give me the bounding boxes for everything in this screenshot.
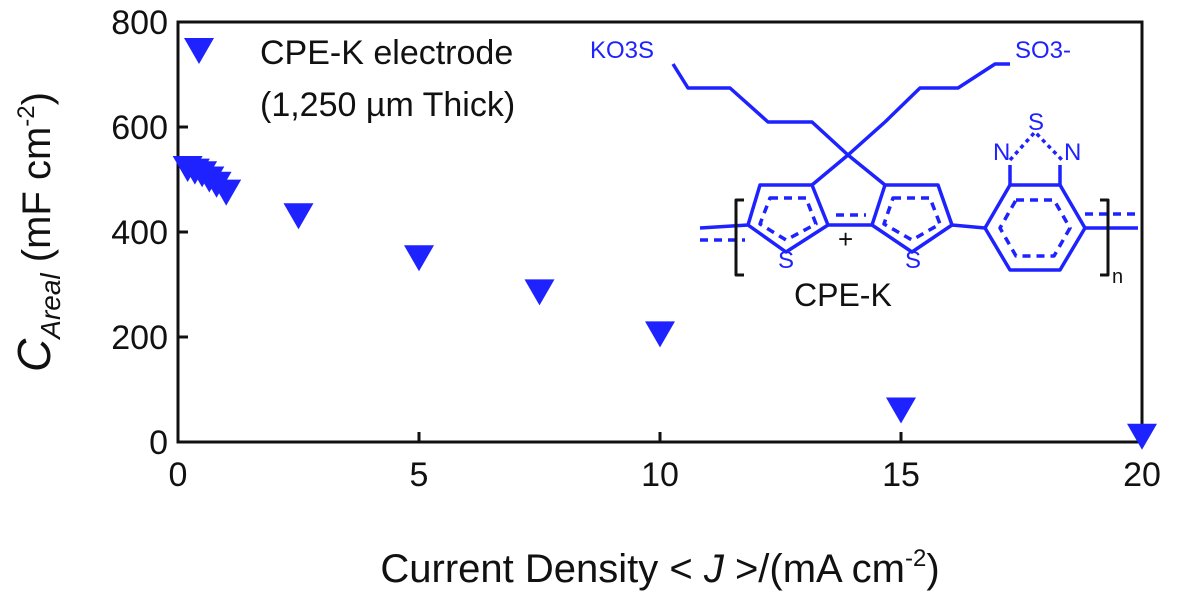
x-axis-label-var: J [703,547,725,591]
plus-label: + [838,224,853,254]
y-axis-label-main: C [8,338,60,372]
x-tick-label: 20 [1123,456,1161,494]
thiadiazole-links [1008,165,1062,185]
y-axis-label-close: ) [15,92,59,105]
so3-label: SO3- [1015,37,1071,64]
y-tick-label: 800 [111,4,168,42]
y-tick-label: 200 [111,319,168,357]
right-side-chain [846,62,1010,157]
benzo-inner [998,198,1072,258]
x-axis-label-sup: -2 [905,545,926,572]
plot-frame [176,20,1144,444]
x-tick-label: 5 [410,456,429,494]
x-tick-label: 0 [169,456,188,494]
legend: CPE-K electrode (1,250 µm Thick) [184,34,515,124]
y-axis-label-unit: (mF cm [15,127,59,274]
left-thiophene-ring [746,183,830,254]
y-tick-label: 400 [111,214,168,252]
cpe-k-caption: CPE-K [794,277,892,313]
x-axis-label-close: ) [926,547,939,591]
spiro-bonds [810,153,887,187]
y-tick-label: 600 [111,109,168,147]
link-thiophene-benzo [951,223,986,230]
data-point [211,179,242,206]
data-points [172,156,1157,450]
y-axis-label-sub: Areal [35,273,66,341]
n-right-label: N [1064,139,1081,166]
y-tick-label: 0 [149,424,168,462]
x-axis-label: Current Density < J >/(mA cm-2) [380,545,939,591]
s-left-label: S [778,247,794,274]
chemical-structure-inset [671,62,1138,277]
right-bracket [1100,198,1110,277]
s-top-label: S [1028,109,1044,136]
left-terminal [699,223,749,230]
data-point [524,279,555,306]
s-right-label: S [905,247,921,274]
x-axis-label-suffix: >/(mA cm [724,547,905,591]
right-thiophene-ring [870,183,954,254]
x-axis-label-prefix: Current Density < [380,547,703,591]
data-point [645,321,675,348]
left-side-chain [671,63,850,157]
x-tick-label: 10 [641,456,679,494]
data-point [404,245,434,272]
left-bracket [734,198,744,277]
n-subscript-label: n [1112,266,1123,288]
n-left-label: N [993,139,1010,166]
data-point [283,203,314,230]
axis-ticks [176,20,1144,444]
legend-label-line2: (1,250 µm Thick) [260,86,515,124]
y-axis-label-sup: -2 [13,105,40,126]
y-axis-label: CAreal (mF cm-2) [8,92,66,372]
legend-marker [184,38,214,64]
right-thiophene-inner [882,196,942,242]
left-thiophene-inner [758,196,818,242]
thiadiazole [1008,130,1064,162]
ko3s-label: KO3S [590,37,654,64]
x-tick-label: 15 [882,456,920,494]
data-point [886,397,916,424]
legend-label: CPE-K electrode [260,34,513,72]
data-point [1127,423,1157,450]
